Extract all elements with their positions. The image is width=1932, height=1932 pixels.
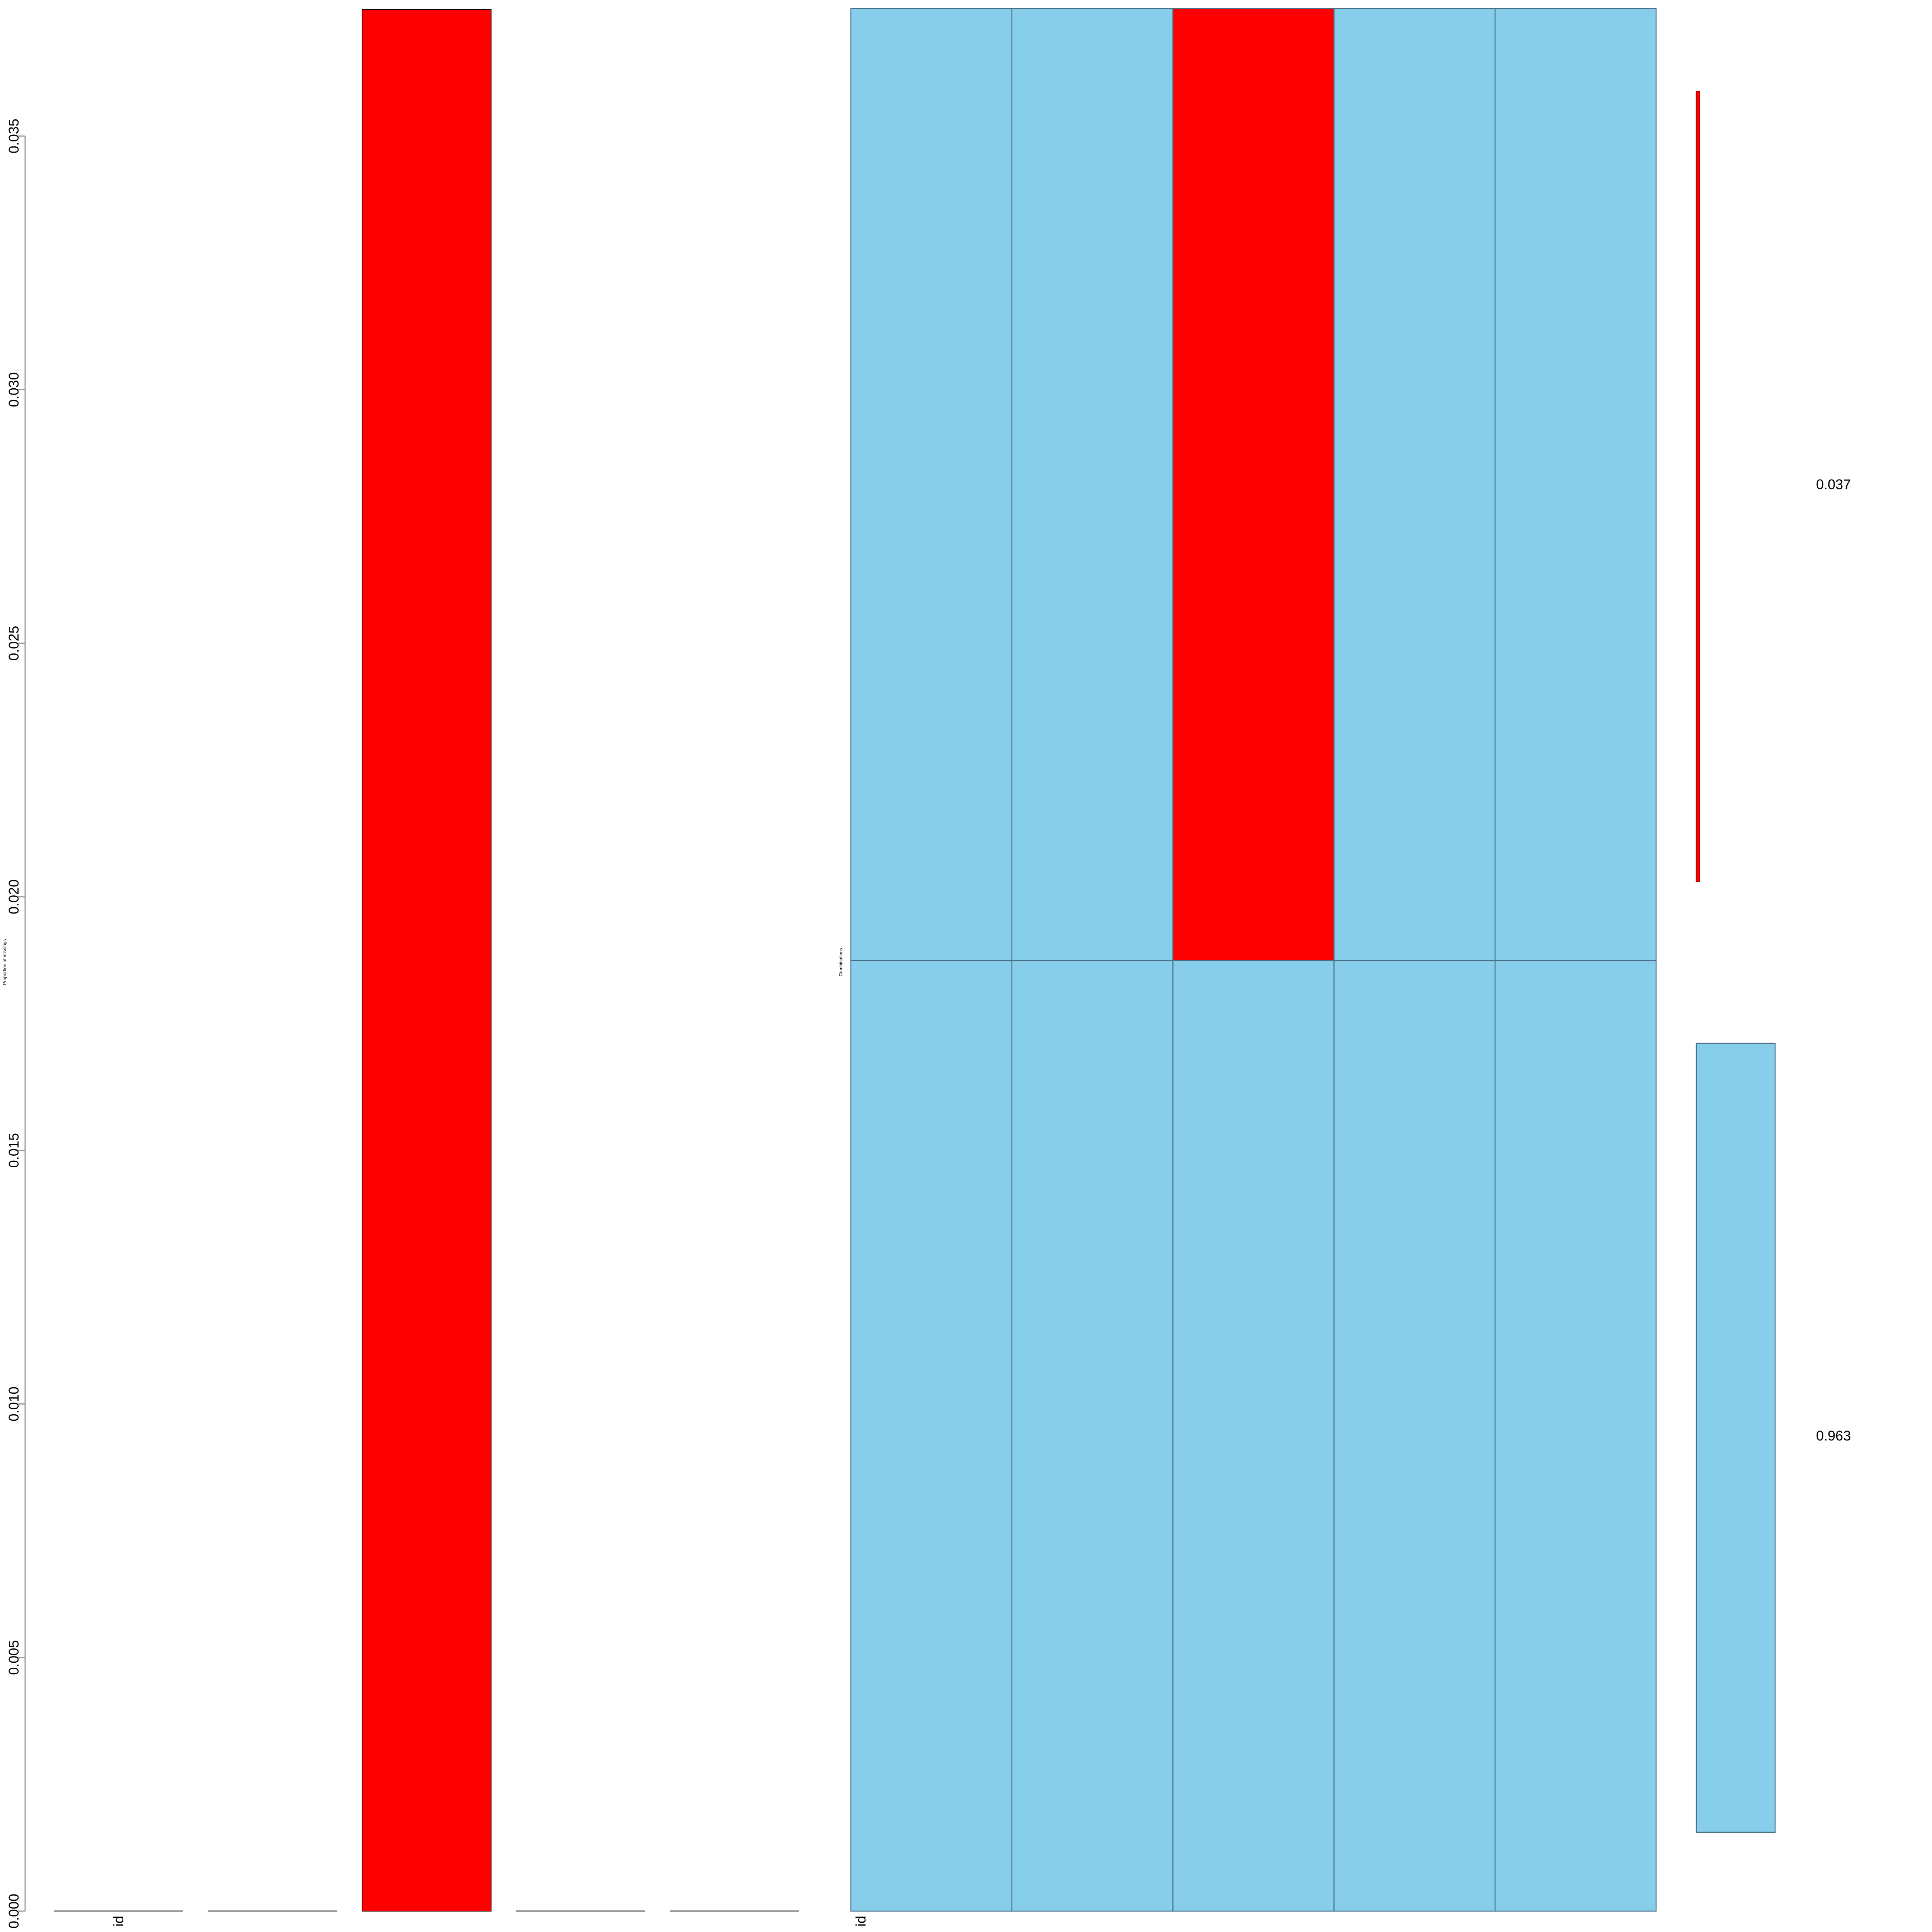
bar-y-tick-label: 0.015: [6, 1133, 22, 1168]
combination-cell: [1494, 960, 1657, 1912]
combination-cell: [1333, 8, 1496, 961]
combination-cell: [1011, 8, 1173, 961]
bar-y-tick-label: 0.025: [6, 626, 22, 661]
combination-column-label: id: [853, 1916, 869, 1927]
combinations-heatmap: Combinations id 0.037 0.963: [838, 8, 1851, 1927]
combination-proportion-labels: 0.037 0.963: [1816, 476, 1851, 1444]
combinations-axis-label: Combinations: [838, 948, 844, 976]
combination-cell: [850, 8, 1013, 961]
combination-proportion-label: 0.963: [1816, 1428, 1851, 1444]
bar-marks: [54, 9, 799, 1912]
combination-cell: [1011, 960, 1173, 1912]
bar-x-tick-labels: id: [111, 1916, 126, 1927]
bar-y-axis: 0.000 0.005 0.010 0.015 0.020 0.025 0.030 0.035: [6, 119, 26, 1929]
bar-x-tick-label: id: [111, 1916, 126, 1927]
combination-frequency-bar: [1696, 91, 1700, 882]
combination-frequency-bar: [1696, 1043, 1776, 1833]
bar-y-tick-label: 0.010: [6, 1386, 22, 1421]
combination-proportion-label: 0.037: [1816, 476, 1851, 492]
combination-cell: [1172, 8, 1335, 961]
combination-cells: [850, 8, 1657, 1912]
bar-y-tick-label: 0.030: [6, 372, 22, 407]
bar-y-tick-label: 0.035: [6, 119, 22, 153]
bar-y-tick-label: 0.000: [6, 1894, 22, 1929]
combination-cell: [1172, 960, 1335, 1912]
missing-proportion-bar-chart: Proportion of missings 0.0000.0050.0100.…: [2, 9, 799, 1929]
combination-cell: [1333, 960, 1496, 1912]
combination-column-labels: id: [853, 1916, 869, 1927]
combination-cell: [1494, 8, 1657, 961]
bar-y-tick-label: 0.005: [6, 1640, 22, 1675]
missing-proportion-bar: [362, 9, 492, 1912]
combination-cell: [850, 960, 1013, 1912]
combination-frequency-bars: [1696, 91, 1776, 1833]
bar-y-axis-label: Proportion of missings: [2, 939, 7, 985]
bar-y-tick-label: 0.020: [6, 879, 22, 914]
